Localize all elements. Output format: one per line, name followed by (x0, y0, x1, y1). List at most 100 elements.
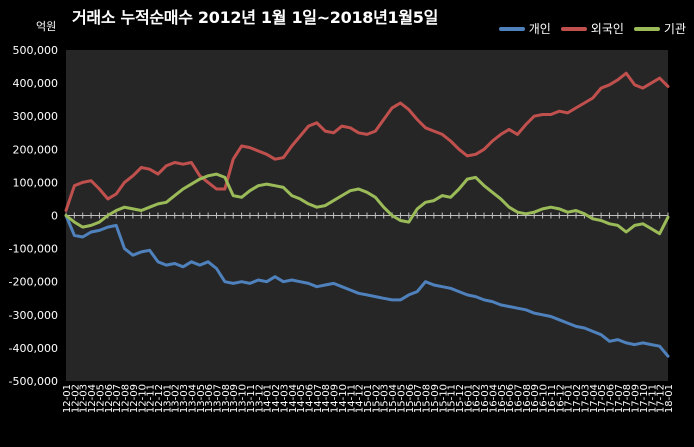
x-tick-label: 17-08 (622, 384, 633, 413)
x-tick-label: 15-04 (388, 384, 399, 413)
x-tick-label: 13-11 (246, 384, 257, 413)
x-tick-label: 16-12 (555, 384, 566, 413)
x-tick-label: 13-07 (213, 384, 224, 413)
x-tick-label: 15-07 (413, 384, 424, 413)
x-tick-label: 17-06 (605, 384, 616, 413)
x-tick-label: 15-02 (371, 384, 382, 413)
legend-swatch-institution (633, 26, 660, 31)
x-tick-label: 18-01 (664, 384, 675, 413)
legend: 개인 외국인 기관 (498, 20, 686, 37)
x-tick-label: 14-09 (330, 384, 341, 413)
y-axis-unit-label: 억원 (36, 20, 57, 33)
x-tick-label: 16-07 (514, 384, 525, 413)
x-tick-label: 17-07 (614, 384, 625, 413)
x-tick-label: 12-10 (137, 384, 148, 413)
x-tick-label: 16-05 (497, 384, 508, 413)
y-tick-label: 500,000 (13, 44, 59, 57)
x-tick-label: 14-12 (355, 384, 366, 413)
x-tick-label: 17-11 (647, 384, 658, 413)
legend-label-retail: 개인 (528, 22, 551, 36)
legend-item-foreign: 외국인 (560, 20, 624, 37)
x-tick-label: 15-01 (363, 384, 374, 413)
y-tick-label: 100,000 (13, 176, 59, 189)
x-tick-label: 15-03 (380, 384, 391, 413)
x-tick-label: 12-11 (146, 384, 157, 413)
x-tick-label: 15-12 (455, 384, 466, 413)
x-tick-label: 13-01 (162, 384, 173, 413)
x-tick-label: 12-05 (95, 384, 106, 413)
x-tick-label: 14-06 (304, 384, 315, 413)
x-tick-label: 12-03 (79, 384, 90, 413)
x-tick-label: 17-04 (589, 384, 600, 413)
x-tick-label: 13-03 (179, 384, 190, 413)
x-tick-label: 15-05 (396, 384, 407, 413)
x-tick-label: 14-04 (288, 384, 299, 413)
y-tick-label: -100,000 (9, 243, 58, 256)
x-tick-label: 12-02 (70, 384, 81, 413)
x-tick-label: 17-05 (597, 384, 608, 413)
x-tick-label: 17-12 (656, 384, 667, 413)
y-tick-label: -500,000 (9, 375, 58, 388)
series-line-retail (64, 214, 670, 358)
x-tick-label: 16-06 (505, 384, 516, 413)
x-tick-label: 15-11 (447, 384, 458, 413)
x-tick-label: 12-04 (87, 384, 98, 413)
y-tick-label: 300,000 (13, 110, 59, 123)
x-tick-label: 16-04 (488, 384, 499, 413)
series-line-foreign (64, 71, 670, 212)
x-tick-label: 13-08 (221, 384, 232, 413)
x-tick-label: 16-01 (463, 384, 474, 413)
x-tick-label: 16-11 (547, 384, 558, 413)
x-tick-label: 16-08 (522, 384, 533, 413)
x-tick-label: 14-08 (321, 384, 332, 413)
y-tick-label: -400,000 (9, 342, 58, 355)
x-tick-label: 14-07 (313, 384, 324, 413)
x-tick-label: 15-09 (430, 384, 441, 413)
x-tick-label: 12-12 (154, 384, 165, 413)
x-tick-label: 16-10 (539, 384, 550, 413)
x-tick-label: 17-02 (572, 384, 583, 413)
y-tick-label: -200,000 (9, 276, 58, 289)
x-tick-label: 13-04 (187, 384, 198, 413)
x-tick-label: 12-07 (112, 384, 123, 413)
x-tick-label: 13-06 (204, 384, 215, 413)
legend-swatch-retail (498, 26, 525, 31)
x-tick-label: 14-01 (263, 384, 274, 413)
chart-title: 거래소 누적순매수 2012년 1월 1일~2018년1월5일 (72, 8, 439, 27)
y-tick-label: 0 (51, 210, 58, 223)
x-tick-label: 15-08 (422, 384, 433, 413)
x-tick-label: 14-11 (346, 384, 357, 413)
series-line-institution (64, 172, 670, 236)
x-tick-label: 15-10 (438, 384, 449, 413)
legend-label-foreign: 외국인 (590, 22, 624, 36)
x-tick-label: 12-08 (121, 384, 132, 413)
x-tick-label: 17-03 (580, 384, 591, 413)
legend-item-retail: 개인 (498, 20, 551, 37)
x-tick-label: 12-09 (129, 384, 140, 413)
x-tick-label: 13-09 (229, 384, 240, 413)
x-tick-label: 14-03 (279, 384, 290, 413)
x-tick-label: 13-12 (254, 384, 265, 413)
legend-label-institution: 기관 (663, 22, 686, 36)
x-tick-label: 12-06 (104, 384, 115, 413)
y-tick-label: 400,000 (13, 77, 59, 90)
x-tick-label: 14-10 (338, 384, 349, 413)
x-tick-label: 17-09 (631, 384, 642, 413)
y-tick-label: 200,000 (13, 143, 59, 156)
x-tick-label: 13-05 (196, 384, 207, 413)
x-tick-label: 17-01 (564, 384, 575, 413)
x-tick-label: 17-10 (639, 384, 650, 413)
x-tick-label: 13-10 (238, 384, 249, 413)
legend-swatch-foreign (560, 26, 587, 31)
x-tick-label: 16-03 (480, 384, 491, 413)
x-tick-label: 12-01 (62, 384, 73, 413)
x-tick-label: 16-09 (530, 384, 541, 413)
legend-item-institution: 기관 (633, 20, 686, 37)
x-tick-label: 14-02 (271, 384, 282, 413)
x-tick-label: 13-02 (171, 384, 182, 413)
x-tick-label: 16-02 (472, 384, 483, 413)
x-tick-label: 14-05 (296, 384, 307, 413)
x-tick-label: 15-06 (405, 384, 416, 413)
y-tick-label: -300,000 (9, 309, 58, 322)
